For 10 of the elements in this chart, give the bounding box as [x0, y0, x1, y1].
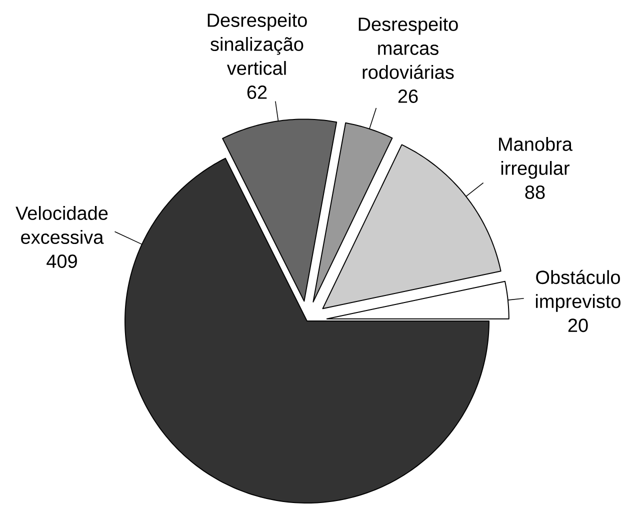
- slice-label: Manobra irregular: [499, 137, 572, 179]
- data-label: 409: [46, 254, 77, 268]
- data-label: 20: [568, 318, 588, 332]
- slice-label: Desrespeito sinalização vertical: [208, 13, 307, 75]
- slice-label: Desrespeito marcas rodoviárias: [358, 17, 458, 79]
- data-label: 26: [398, 90, 418, 103]
- slice-label: Velocidade excessiva: [16, 206, 108, 244]
- data-label: 88: [525, 186, 545, 199]
- data-label: 62: [247, 86, 267, 99]
- slice-label: Obstáculo imprevisto: [536, 270, 620, 312]
